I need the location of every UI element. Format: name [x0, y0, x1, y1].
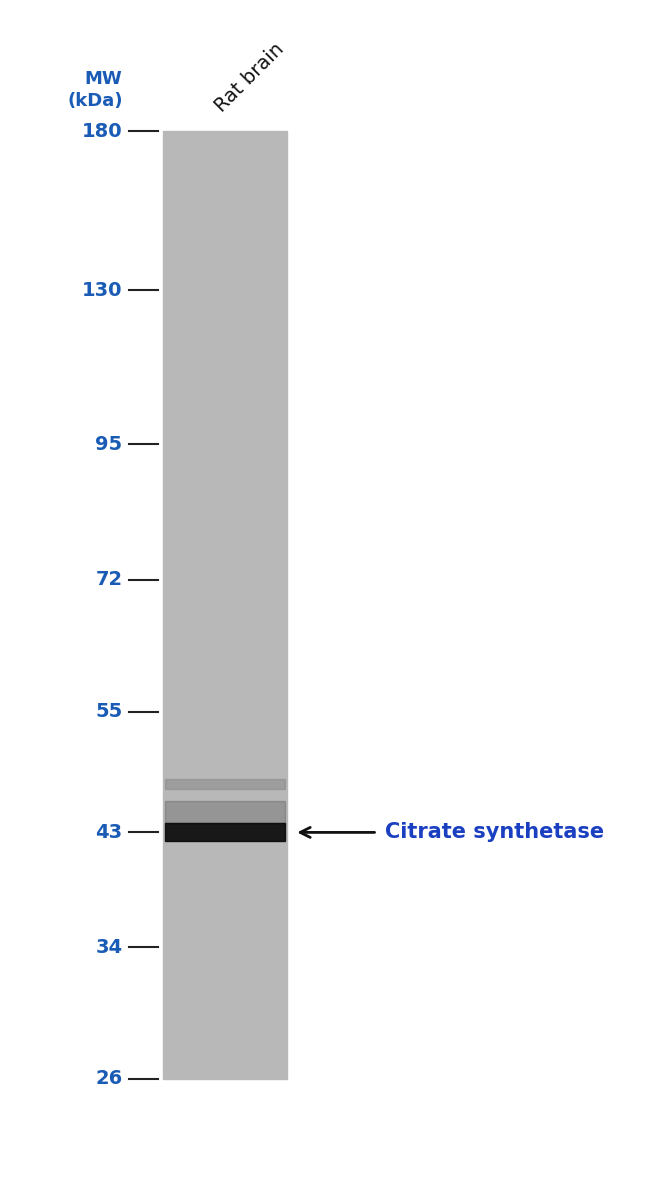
Text: 95: 95 — [96, 434, 123, 453]
Bar — [164, 824, 285, 842]
Text: (kDa): (kDa) — [67, 92, 123, 111]
Text: 72: 72 — [96, 571, 123, 590]
Bar — [162, 131, 287, 1079]
Text: 43: 43 — [96, 823, 123, 842]
Bar — [164, 779, 285, 789]
Bar — [164, 802, 285, 824]
Text: Citrate synthetase: Citrate synthetase — [385, 823, 604, 843]
Text: Rat brain: Rat brain — [211, 40, 288, 117]
Text: 26: 26 — [96, 1070, 123, 1089]
Text: MW: MW — [85, 71, 123, 88]
Text: 55: 55 — [96, 703, 123, 722]
Text: 180: 180 — [82, 121, 123, 140]
Text: 130: 130 — [82, 281, 123, 300]
Text: 34: 34 — [96, 938, 123, 957]
